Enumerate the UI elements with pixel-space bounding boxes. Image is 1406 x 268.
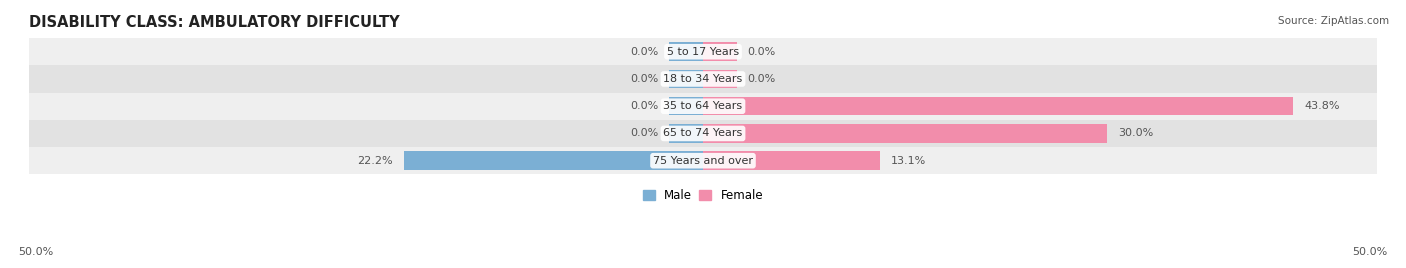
Bar	[404, 151, 703, 170]
Text: 75 Years and over: 75 Years and over	[652, 156, 754, 166]
Text: 0.0%: 0.0%	[630, 74, 658, 84]
Bar	[703, 70, 737, 88]
Bar	[703, 124, 1108, 143]
Bar	[703, 151, 880, 170]
Text: Source: ZipAtlas.com: Source: ZipAtlas.com	[1278, 16, 1389, 26]
Bar	[30, 65, 1376, 93]
Bar	[669, 97, 703, 116]
Text: 50.0%: 50.0%	[1353, 247, 1388, 257]
Text: 0.0%: 0.0%	[748, 74, 776, 84]
Text: 22.2%: 22.2%	[357, 156, 394, 166]
Text: 0.0%: 0.0%	[630, 128, 658, 139]
Text: 65 to 74 Years: 65 to 74 Years	[664, 128, 742, 139]
Legend: Male, Female: Male, Female	[638, 184, 768, 207]
Bar	[703, 42, 737, 61]
Bar	[669, 42, 703, 61]
Bar	[703, 97, 1294, 116]
Text: 13.1%: 13.1%	[890, 156, 925, 166]
Bar	[669, 70, 703, 88]
Bar	[30, 120, 1376, 147]
Text: 50.0%: 50.0%	[18, 247, 53, 257]
Bar	[30, 147, 1376, 174]
Text: 30.0%: 30.0%	[1118, 128, 1153, 139]
Bar	[669, 124, 703, 143]
Bar	[30, 38, 1376, 65]
Text: DISABILITY CLASS: AMBULATORY DIFFICULTY: DISABILITY CLASS: AMBULATORY DIFFICULTY	[30, 15, 399, 30]
Text: 43.8%: 43.8%	[1305, 101, 1340, 111]
Text: 0.0%: 0.0%	[748, 47, 776, 57]
Text: 5 to 17 Years: 5 to 17 Years	[666, 47, 740, 57]
Text: 35 to 64 Years: 35 to 64 Years	[664, 101, 742, 111]
Text: 0.0%: 0.0%	[630, 101, 658, 111]
Bar	[30, 93, 1376, 120]
Text: 18 to 34 Years: 18 to 34 Years	[664, 74, 742, 84]
Text: 0.0%: 0.0%	[630, 47, 658, 57]
